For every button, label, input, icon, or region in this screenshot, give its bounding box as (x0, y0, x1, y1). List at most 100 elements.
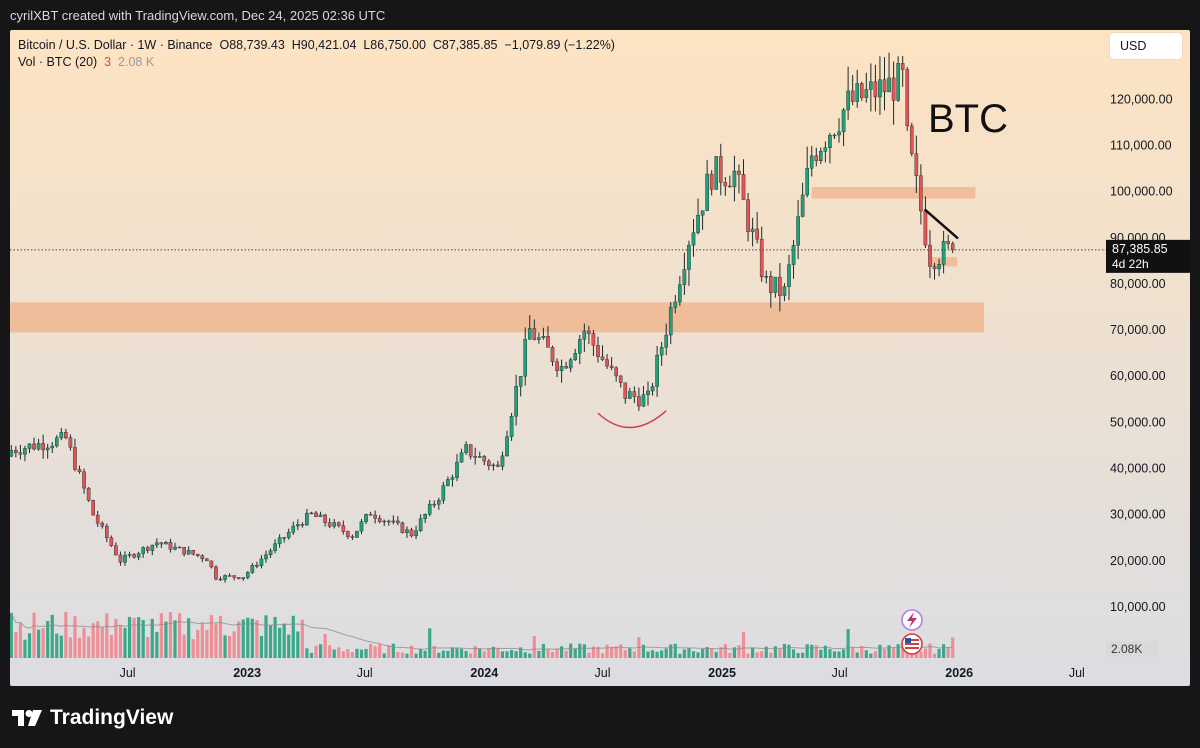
support-zone-1[interactable] (10, 302, 984, 333)
volume-bar (232, 631, 236, 658)
y-tick-label: 50,000.00 (1110, 415, 1166, 429)
y-tick-label: 110,000.00 (1110, 139, 1172, 153)
candle-body (846, 90, 850, 111)
candle-body (537, 337, 541, 340)
volume-bar (105, 613, 109, 658)
volume-bar (564, 650, 568, 658)
cup-curve-drawing[interactable] (597, 410, 667, 429)
candle-body (937, 264, 941, 270)
volume-bar (50, 614, 54, 658)
y-tick-label: 30,000.00 (1110, 508, 1166, 522)
tradingview-logo[interactable]: TradingView (12, 706, 173, 730)
candle-body (195, 553, 200, 556)
candle-body (100, 522, 105, 527)
volume-bar (919, 651, 923, 658)
candle-body (678, 284, 682, 303)
us-flag-event-icon[interactable] (901, 633, 923, 655)
candle-body (505, 436, 509, 457)
price-chart[interactable]: BTC 130,000.00120,000.00110,000.00100,00… (10, 30, 1190, 686)
volume-bar (837, 651, 841, 658)
candle-body (364, 514, 368, 522)
candle-body (527, 328, 532, 340)
volume-bar (810, 644, 814, 658)
volume-bar (732, 647, 737, 658)
candle-body (209, 560, 214, 568)
candle-body (841, 109, 846, 133)
open-value: O88,739.43 (219, 38, 285, 52)
candle-body (928, 244, 932, 267)
chart-panel[interactable]: BTC 130,000.00120,000.00110,000.00100,00… (10, 30, 1190, 686)
volume-bar (309, 652, 314, 658)
candle-body (82, 471, 86, 489)
volume-bar (951, 637, 955, 658)
candle-body (664, 334, 668, 348)
candle-body (814, 155, 819, 162)
candle-body (468, 444, 473, 457)
candle-body (773, 276, 778, 293)
volume-bar (73, 616, 77, 658)
x-tick-label: Jul (832, 666, 848, 680)
candle-body (787, 264, 791, 287)
candle-body (41, 443, 45, 451)
volume-bar (528, 653, 532, 658)
volume-bar (264, 615, 268, 658)
volume-bar (760, 651, 764, 658)
volume-bar (610, 646, 614, 658)
volume-bar (673, 643, 677, 658)
volume-bar (514, 651, 518, 658)
volume-average: 2.08 K (118, 55, 155, 69)
volume-bar (582, 644, 586, 658)
close-value: C87,385.85 (432, 38, 498, 52)
volume-bar (455, 648, 459, 658)
volume-label[interactable]: Vol · BTC (20) (18, 55, 98, 69)
volume-bar (150, 618, 154, 658)
candle-body (518, 376, 523, 387)
candle-body (687, 244, 691, 270)
candle-body (441, 485, 446, 501)
trendline-drawing[interactable] (924, 208, 959, 240)
low-value: L86,750.00 (363, 38, 426, 52)
symbol-label[interactable]: Bitcoin / U.S. Dollar · 1W · Binance (18, 38, 213, 52)
volume-bar (864, 650, 868, 658)
candle-body (282, 537, 286, 539)
candle-body (750, 228, 755, 233)
attribution-text: cyrilXBT created with TradingView.com, D… (10, 8, 386, 23)
candle-body (591, 333, 596, 346)
candle-body (577, 339, 582, 354)
candle-body (668, 307, 673, 336)
volume-bar (214, 623, 218, 658)
volume-bar (437, 652, 441, 658)
candle-body (91, 500, 95, 516)
volume-bar (751, 647, 755, 658)
candle-body (64, 432, 68, 439)
candle-body (255, 565, 259, 567)
candle-body (477, 456, 482, 458)
volume-bar (168, 612, 173, 658)
lightning-event-icon[interactable] (901, 609, 923, 631)
volume-bar (227, 635, 232, 658)
btc-annotation[interactable]: BTC (928, 97, 1008, 141)
volume-bar (259, 635, 264, 658)
support-zone-2[interactable] (811, 187, 976, 199)
volume-bar (641, 644, 646, 658)
candle-body (368, 514, 373, 516)
candle-body (105, 525, 109, 538)
candle-body (541, 336, 546, 338)
y-tick-label: 70,000.00 (1110, 323, 1166, 337)
volume-bar (569, 643, 573, 658)
y-tick-label: 20,000.00 (1110, 554, 1166, 568)
volume-tag-value: 2.08K (1111, 642, 1142, 656)
volume-bar (159, 613, 163, 658)
volume-bar (155, 631, 159, 658)
candle-body (632, 391, 637, 397)
volume-bar (473, 645, 477, 658)
candle-body (168, 542, 173, 550)
currency-button[interactable]: USD (1110, 33, 1182, 59)
candle-body (646, 390, 650, 395)
time-axis[interactable]: Jul 2023 Jul 2024 Jul 2025 Jul 2026 Jul (120, 666, 1085, 680)
candle-body (182, 547, 186, 555)
volume-bar (846, 629, 850, 658)
volume-value: 3 (104, 55, 112, 69)
candle-body (768, 276, 773, 293)
volume-bar (391, 643, 395, 658)
